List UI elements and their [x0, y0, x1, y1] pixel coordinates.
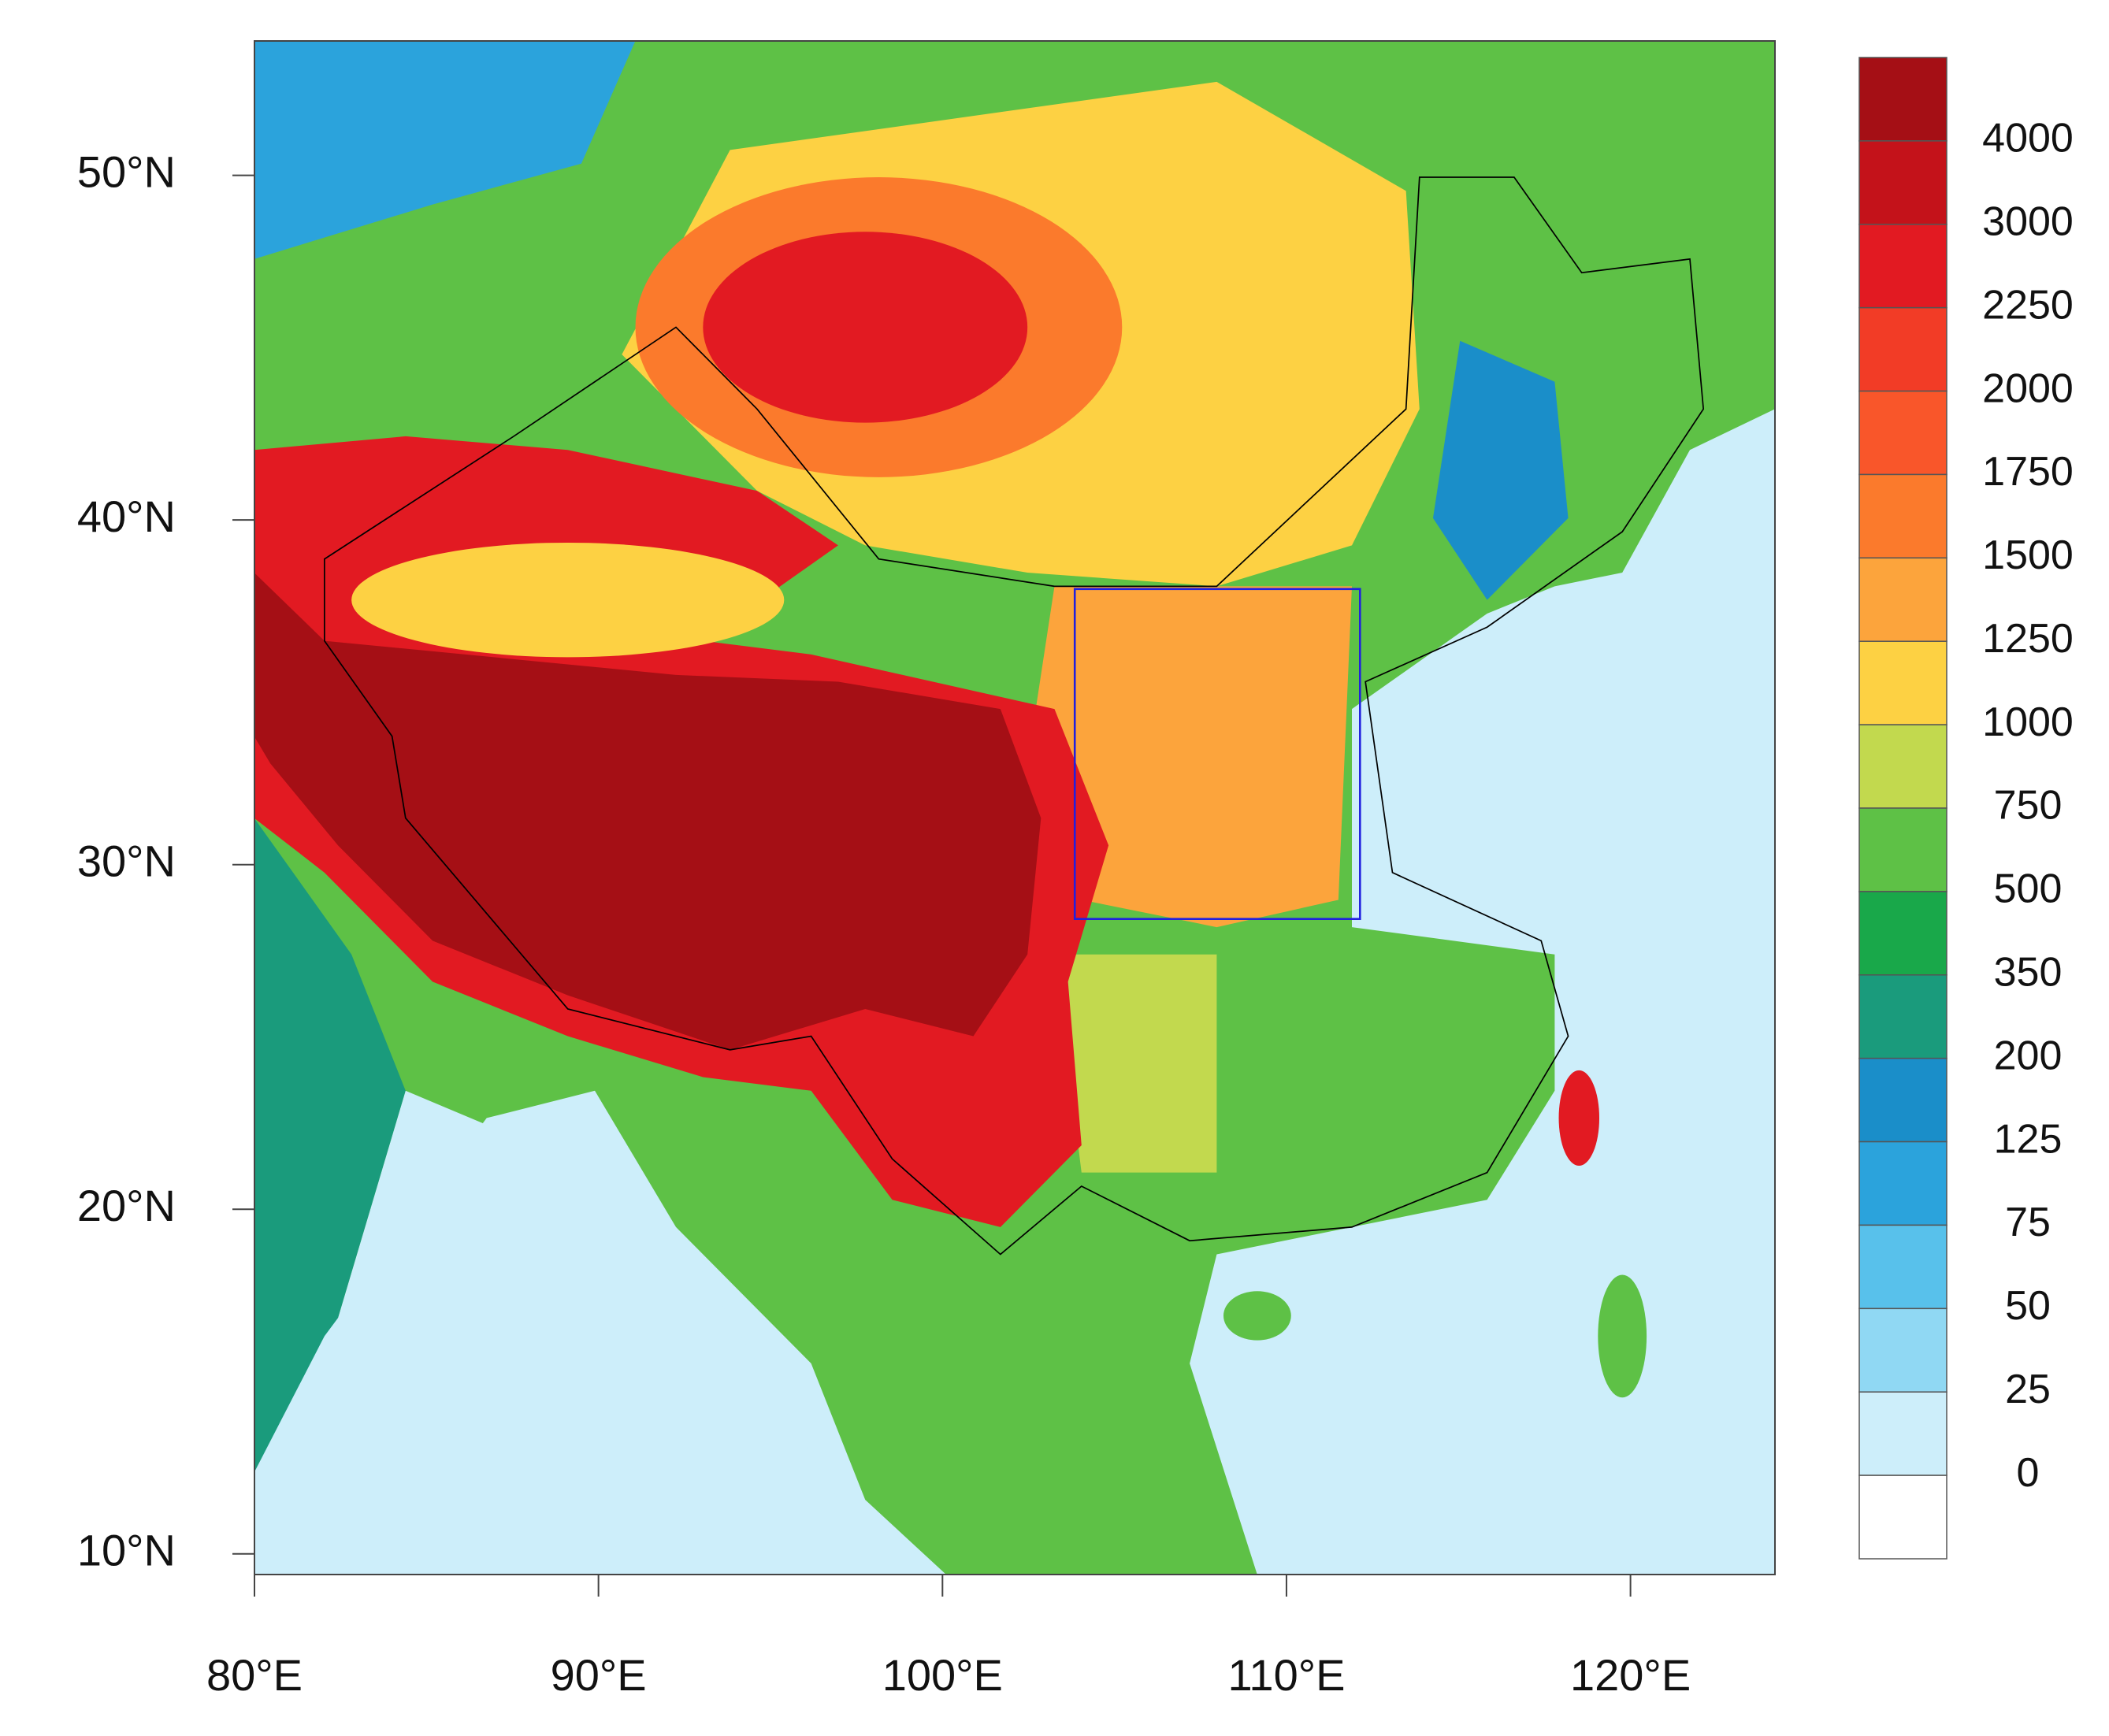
colorbar-label: 50 [2005, 1283, 2051, 1329]
colorbar-box [1858, 640, 1947, 725]
colorbar-label: 1250 [1982, 616, 2074, 662]
colorbar-label: 500 [1994, 866, 2063, 912]
colorbar-label: 125 [1994, 1116, 2063, 1162]
island [1558, 1070, 1600, 1167]
colorbar-label: 350 [1994, 950, 2063, 996]
island [1598, 1274, 1647, 1398]
colorbar-label: 75 [2005, 1200, 2051, 1245]
ocean [254, 1090, 879, 1575]
colorbar-box [1858, 306, 1947, 392]
colorbar-box [1858, 724, 1947, 809]
map-frame [254, 40, 1776, 1575]
colorbar-label: 200 [1994, 1033, 2063, 1078]
colorbar-label: 0 [2017, 1450, 2040, 1496]
land-lowland [1432, 340, 1569, 600]
land-upland [1054, 954, 1217, 1173]
colorbar-box [1858, 807, 1947, 892]
colorbar-label: 1750 [1982, 449, 2074, 495]
colorbar-box [1858, 974, 1947, 1059]
island [1223, 1291, 1291, 1341]
colorbar-box [1858, 557, 1947, 642]
colorbar-label: 750 [1994, 783, 2063, 829]
x-tick-label: 120°E [1570, 1650, 1691, 1700]
land-lowland [254, 818, 406, 1473]
land-upland [703, 232, 1028, 423]
y-tick-label: 30°N [77, 836, 176, 885]
study-domain-box [1073, 588, 1361, 920]
colorbar-label: 1000 [1982, 699, 2074, 745]
country-border [323, 176, 1705, 1256]
colorbar-label: 2250 [1982, 282, 2074, 328]
colorbar-box [1858, 1057, 1947, 1143]
y-tick-label: 10°N [77, 1526, 176, 1575]
colorbar-box [1858, 473, 1947, 559]
y-tick-label: 40°N [77, 491, 176, 541]
land-plateau [254, 573, 1042, 1050]
colorbar-box [1858, 891, 1947, 976]
x-tick-label: 90°E [551, 1650, 647, 1700]
colorbar-box [1858, 1474, 1947, 1560]
land-lowland [254, 40, 636, 259]
land-basin [351, 542, 785, 658]
land-upland [1027, 586, 1352, 928]
colorbar-box [1858, 140, 1947, 225]
colorbar-box [1858, 224, 1947, 309]
colorbar-box [1858, 1224, 1947, 1310]
x-tick-label: 110°E [1227, 1650, 1345, 1700]
colorbar-label: 4000 [1982, 116, 2074, 161]
colorbar-label: 1500 [1982, 532, 2074, 578]
colorbar-label: 3000 [1982, 199, 2074, 245]
y-tick-label: 20°N [77, 1181, 176, 1230]
colorbar-label: 2000 [1982, 365, 2074, 411]
x-tick-label: 80°E [206, 1650, 303, 1700]
colorbar-label: 25 [2005, 1367, 2051, 1412]
colorbar-box [1858, 1308, 1947, 1393]
colorbar-box [1858, 1141, 1947, 1226]
colorbar-box [1858, 390, 1947, 476]
colorbar-box [1858, 1391, 1947, 1476]
y-tick-label: 50°N [77, 147, 176, 196]
x-tick-label: 100°E [882, 1650, 1003, 1700]
colorbar-box [1858, 57, 1947, 142]
terrain-map [254, 40, 1776, 1575]
